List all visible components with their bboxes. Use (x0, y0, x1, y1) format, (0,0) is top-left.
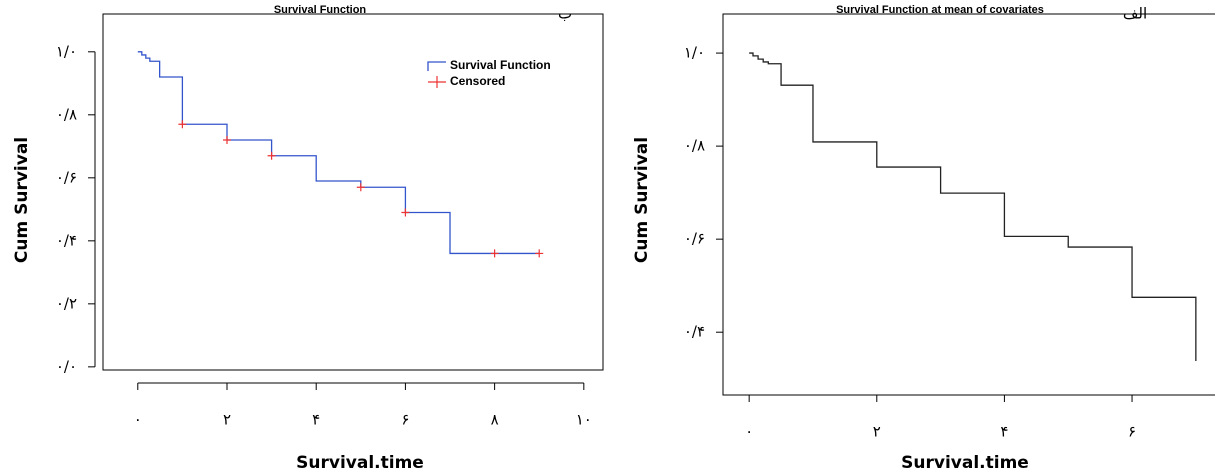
legend-label: Survival Function (450, 58, 551, 72)
censored-mark (267, 151, 276, 160)
plot-area (137, 51, 544, 258)
x-tick-label: ۶ (1128, 423, 1136, 441)
censored-mark (356, 183, 365, 192)
y-tick-label: ۰/۶ (56, 168, 77, 186)
y-tick-label: ۱/۰ (684, 44, 705, 62)
y-tick-label: ۰/۲ (56, 294, 77, 312)
y-tick-label: ۱/۰ (56, 42, 77, 60)
x-tick-label: ۸ (491, 411, 499, 429)
chart-title: Survival Function at mean of covariates (836, 4, 1044, 16)
x-tick-label: ۴ (312, 411, 320, 429)
survival-step (137, 51, 540, 255)
y-tick-label: ۰/۴ (684, 323, 705, 341)
x-tick-label: ۰ (134, 411, 142, 429)
legend-label: Censored (450, 74, 505, 88)
censored-mark (178, 120, 187, 129)
x-tick-label: ۲ (873, 423, 881, 441)
y-axis-title: Cum Survival (12, 137, 32, 263)
censored-mark (535, 249, 544, 258)
censored-mark (401, 208, 410, 217)
x-axis-title: Survival.time (901, 453, 1029, 473)
y-tick-label: ۰/۸ (56, 105, 77, 123)
plot-frame (102, 13, 604, 371)
censored-mark (490, 249, 499, 258)
legend-symbol (427, 61, 446, 71)
x-tick-label: ۰ (745, 423, 753, 441)
x-tick-label: ۶ (401, 411, 409, 429)
censored-mark (222, 136, 231, 145)
x-tick-label: ۱۰ (576, 411, 592, 429)
x-axis-title: Survival.time (296, 453, 424, 473)
survival-step (749, 52, 1197, 362)
chart-title: Survival Function (274, 4, 367, 16)
y-tick-label: ۰/۸ (684, 137, 705, 155)
panel-label: ب (558, 5, 572, 23)
plot-frame (722, 13, 1215, 396)
plot-area (749, 52, 1197, 362)
x-tick-label: ۲ (223, 411, 231, 429)
y-axis-title: Cum Survival (632, 137, 652, 263)
panel-label: الف (1123, 5, 1147, 23)
y-tick-label: ۰/۶ (684, 230, 705, 248)
x-tick-label: ۴ (1000, 423, 1008, 441)
legend-symbol (428, 76, 446, 88)
y-tick-label: ۰/۰ (56, 357, 77, 375)
y-tick-label: ۰/۴ (56, 231, 77, 249)
